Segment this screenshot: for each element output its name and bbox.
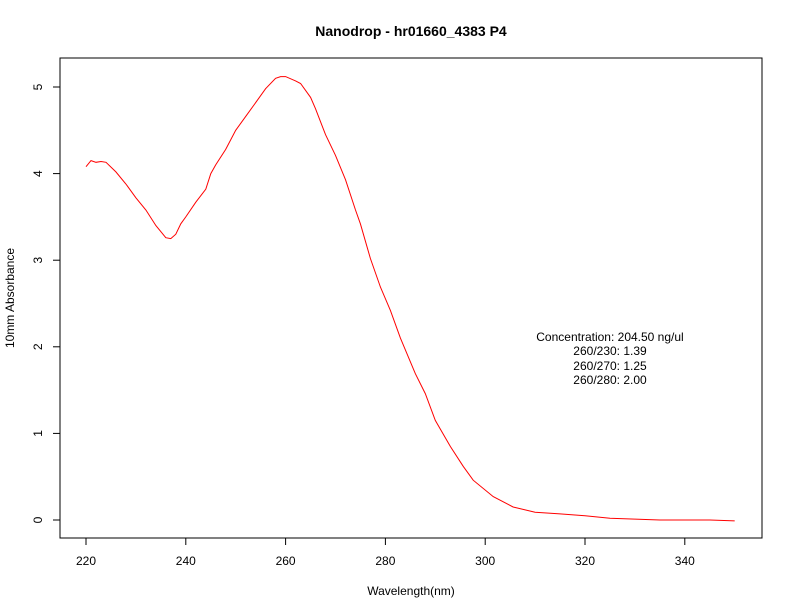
x-axis: 220 240 260 280 300 320 340 [76,537,695,568]
annotation-concentration: Concentration: 204.50 ng/ul [536,330,683,344]
annotation-260-270: 260/270: 1.25 [573,359,647,373]
y-axis: 0 1 2 3 4 5 [31,83,61,523]
x-tick-label: 300 [475,554,495,568]
x-tick-label: 340 [675,554,695,568]
x-tick-label: 220 [76,554,96,568]
x-tick-label: 260 [276,554,296,568]
plot-frame [59,57,763,539]
y-tick-label: 4 [31,170,45,177]
absorbance-line [85,76,735,522]
y-tick-label: 0 [31,516,45,523]
annotation-block: Concentration: 204.50 ng/ul 260/230: 1.3… [536,330,683,387]
y-tick-label: 2 [31,343,45,350]
x-axis-label: Wavelength(nm) [367,584,455,598]
x-tick-label: 240 [176,554,196,568]
x-tick-label: 320 [575,554,595,568]
y-tick-label: 1 [31,430,45,437]
chart-title: Nanodrop - hr01660_4383 P4 [315,23,507,39]
annotation-260-280: 260/280: 2.00 [573,373,647,387]
y-tick-label: 3 [31,257,45,264]
y-axis-label: 10mm Absorbance [3,248,17,348]
annotation-260-230: 260/230: 1.39 [573,344,647,358]
y-tick-label: 5 [31,83,45,90]
x-tick-label: 280 [375,554,395,568]
